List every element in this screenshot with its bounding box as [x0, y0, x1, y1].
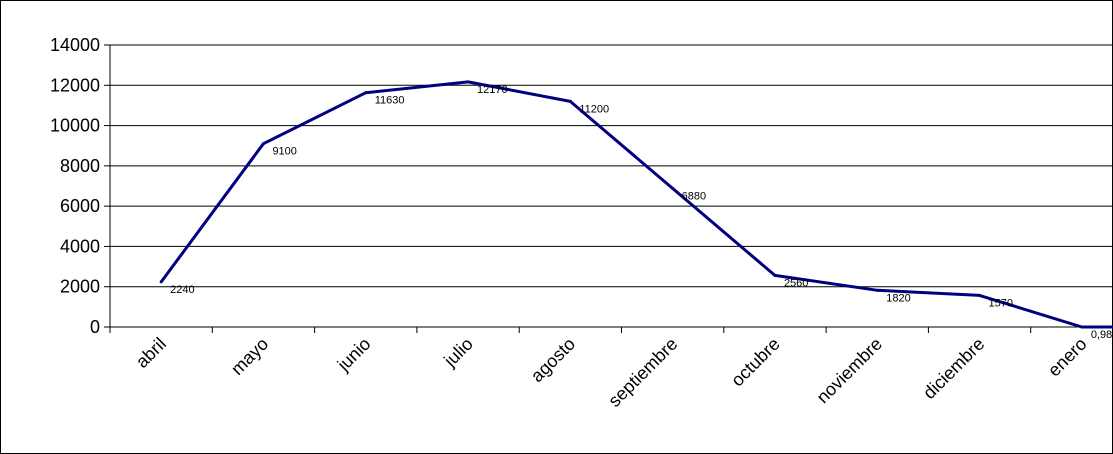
data-point — [466, 80, 470, 84]
data-label: 1820 — [886, 292, 910, 304]
data-label: 2240 — [170, 284, 194, 296]
series-line — [159, 80, 1113, 329]
data-label: 12170 — [477, 84, 508, 96]
y-tick-label: 12000 — [50, 75, 100, 95]
data-label: 11200 — [579, 103, 609, 115]
y-tick-label: 8000 — [60, 156, 100, 176]
data-label: 1570 — [989, 297, 1013, 309]
data-label: 9100 — [272, 146, 296, 158]
data-label: 11630 — [375, 95, 405, 107]
y-tick-label: 6000 — [60, 196, 100, 216]
y-axis-tick-labels: 0 2000 4000 6000 8000 10000 12000 14000 — [50, 35, 100, 337]
data-point — [671, 186, 675, 190]
data-point — [261, 142, 265, 146]
data-point — [159, 280, 163, 284]
data-point — [1080, 325, 1084, 329]
data-label: 0,98 — [1091, 329, 1112, 341]
data-point — [364, 91, 368, 95]
axes — [109, 45, 1113, 333]
y-tick-label: 0 — [90, 317, 100, 337]
y-tick-label: 2000 — [60, 277, 100, 297]
data-labels: 2240 9100 11630 12170 11200 6880 2560 1820 1570 0… — [170, 84, 1112, 341]
series-line-path — [159, 80, 1113, 329]
y-tick-label: 10000 — [50, 116, 100, 136]
y-tick-label: 14000 — [50, 35, 100, 55]
data-label: 6880 — [682, 190, 706, 202]
y-tick-label: 4000 — [60, 236, 100, 256]
data-point — [978, 293, 982, 297]
data-label: 2560 — [784, 277, 808, 289]
data-point — [875, 288, 879, 292]
data-point — [773, 273, 777, 277]
gridlines — [104, 44, 1113, 328]
data-point — [568, 99, 572, 103]
